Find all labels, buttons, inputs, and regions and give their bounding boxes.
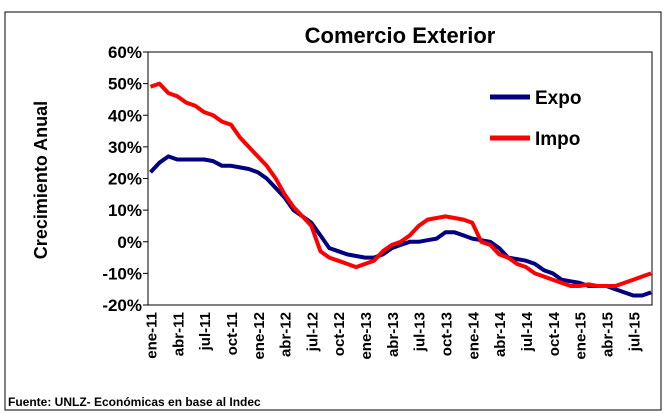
series-line (149, 81, 652, 288)
x-tick-label: ene-12 (251, 312, 268, 360)
series-line (149, 154, 652, 298)
x-tick-label: ene-13 (358, 312, 375, 360)
x-tick-label: ene-11 (144, 312, 161, 359)
y-tick-label: -20% (102, 296, 142, 315)
source-note: Fuente: UNLZ- Económicas en base al Inde… (8, 395, 261, 409)
chart-title: Comercio Exterior (305, 23, 496, 48)
y-tick-label: 0% (117, 233, 142, 252)
x-tick-label: jul-12 (304, 312, 321, 352)
y-tick-label: 50% (108, 75, 142, 94)
x-tick-label: abr-12 (278, 312, 295, 357)
x-tick-label: abr-15 (599, 312, 616, 357)
y-axis-label: Crecimiento Anual (31, 101, 51, 259)
y-tick-label: 60% (108, 43, 142, 62)
x-tick-label: oct-14 (546, 311, 563, 356)
y-tick-label: 40% (108, 106, 142, 125)
y-tick-label: 30% (108, 138, 142, 157)
legend-label: Expo (535, 88, 581, 109)
x-tick-label: jul-13 (412, 312, 429, 352)
x-tick-label: abr-11 (170, 312, 187, 356)
y-tick-label: 10% (108, 201, 142, 220)
x-tick-label: jul-14 (519, 311, 536, 352)
x-tick-label: abr-13 (385, 312, 402, 357)
x-tick-label: abr-14 (492, 311, 509, 357)
x-tick-label: oct-13 (439, 312, 456, 356)
x-tick-label: oct-12 (331, 312, 348, 356)
y-tick-label: -10% (102, 264, 142, 283)
x-tick-label: ene-15 (573, 312, 590, 360)
x-tick-label: oct-11 (224, 312, 241, 355)
legend-label: Impo (535, 129, 580, 150)
x-tick-label: ene-14 (465, 311, 482, 359)
x-tick-label: jul-15 (626, 312, 643, 352)
y-tick-label: 20% (108, 170, 142, 189)
chart-frame (4, 11, 662, 411)
x-tick-label: jul-11 (197, 312, 214, 351)
